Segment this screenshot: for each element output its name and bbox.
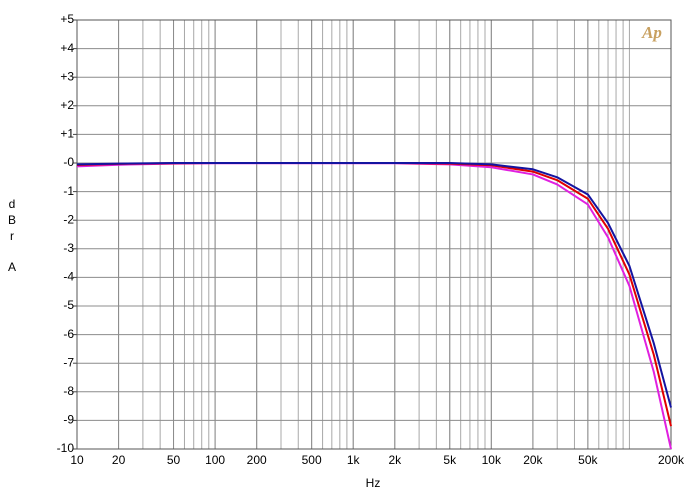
y-tick-label: -8 <box>63 384 74 398</box>
y-tick-label: -1 <box>63 184 74 198</box>
x-tick-label: 200 <box>247 453 267 467</box>
y-tick-label: -9 <box>63 413 74 427</box>
y-axis-label-char: d <box>9 197 16 211</box>
y-tick-label: -7 <box>63 355 74 369</box>
x-tick-label: 100 <box>205 453 225 467</box>
x-tick-label: 10k <box>482 453 502 467</box>
x-tick-label: 50 <box>167 453 181 467</box>
x-tick-label: 10 <box>70 453 84 467</box>
logo: Ap <box>641 23 662 42</box>
plot-frame <box>76 19 672 450</box>
x-axis-label: Hz <box>366 476 381 490</box>
x-tick-label: 500 <box>302 453 322 467</box>
y-tick-label: -10 <box>57 441 75 455</box>
x-tick-label: 20 <box>112 453 126 467</box>
y-tick-label: -2 <box>63 212 74 226</box>
y-tick-label: -3 <box>63 241 74 255</box>
y-axis-label-char: B <box>8 213 16 227</box>
y-axis-label-char: r <box>10 229 14 243</box>
y-tick-label: +3 <box>60 69 74 83</box>
x-tick-label: 50k <box>578 453 598 467</box>
x-tick-label: 20k <box>523 453 543 467</box>
x-tick-label: 1k <box>347 453 361 467</box>
y-tick-label: +1 <box>60 127 74 141</box>
y-tick-label: -5 <box>63 298 74 312</box>
x-tick-label: 2k <box>388 453 402 467</box>
y-tick-label: +4 <box>60 41 74 55</box>
y-tick-label: -0 <box>63 155 74 169</box>
y-tick-label: +2 <box>60 98 74 112</box>
series-line <box>76 162 672 408</box>
y-tick-label: +5 <box>60 12 74 26</box>
x-tick-label: 200k <box>658 453 685 467</box>
y-tick-label: -6 <box>63 327 74 341</box>
y-axis-label-char: A <box>8 260 16 274</box>
x-tick-label: 5k <box>443 453 457 467</box>
y-tick-label: -4 <box>63 270 74 284</box>
